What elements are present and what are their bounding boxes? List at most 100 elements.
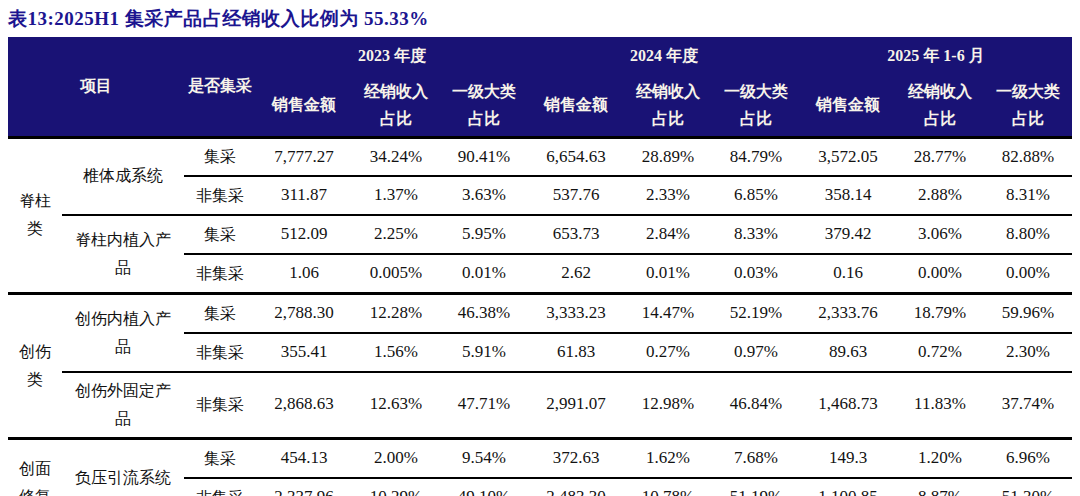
value-cell: 12.28% [352,294,440,333]
value-cell: 2.30% [984,333,1072,372]
value-cell: 0.00% [984,254,1072,293]
value-cell: 11.83% [896,372,984,439]
table-row: 脊柱类 椎体成系统 集采 7,777.27 34.24% 90.41% 6,65… [8,137,1072,176]
value-cell: 47.71% [440,372,528,439]
value-cell: 2,991.07 [528,372,624,439]
value-cell: 82.88% [984,137,1072,176]
table-title: 表13:2025H1 集采产品占经销收入比例为 55.33% [0,0,1080,37]
value-cell: 10.78% [624,478,712,496]
item-cell: 椎体成系统 [62,137,184,215]
value-cell: 5.95% [440,215,528,254]
value-cell: 1,468.73 [800,372,896,439]
value-cell: 0.01% [624,254,712,293]
header-sales-2023: 销售金额 [256,75,352,137]
value-cell: 49.10% [440,478,528,496]
value-cell: 2,337.96 [256,478,352,496]
value-cell: 8.87% [896,478,984,496]
value-cell: 6,654.63 [528,137,624,176]
header-year-2023: 2023 年度 [256,37,528,75]
value-cell: 653.73 [528,215,624,254]
value-cell: 0.01% [440,254,528,293]
value-cell: 2,333.76 [800,294,896,333]
table-body: 脊柱类 椎体成系统 集采 7,777.27 34.24% 90.41% 6,65… [8,137,1072,496]
value-cell: 3,333.23 [528,294,624,333]
value-cell: 2.84% [624,215,712,254]
value-cell: 9.54% [440,438,528,477]
report-page: 表13:2025H1 集采产品占经销收入比例为 55.33% 项目 是否集采 2… [0,0,1080,496]
value-cell: 1.62% [624,438,712,477]
header-sales-2024: 销售金额 [528,75,624,137]
item-cell: 创伤内植入产品 [62,294,184,372]
procurement-revenue-table: 项目 是否集采 2023 年度 2024 年度 2025 年 1-6 月 销售金… [8,37,1072,496]
jicai-cell: 集采 [184,137,256,176]
value-cell: 355.41 [256,333,352,372]
value-cell: 6.96% [984,438,1072,477]
value-cell: 1.37% [352,176,440,215]
table-row: 创面修复类 负压引流系统 集采 454.13 2.00% 9.54% 372.6… [8,438,1072,477]
value-cell: 3.63% [440,176,528,215]
value-cell: 46.84% [712,372,800,439]
value-cell: 12.63% [352,372,440,439]
category-cell: 创伤类 [8,294,62,439]
value-cell: 84.79% [712,137,800,176]
header-dist-share-2024: 经销收入占比 [624,75,712,137]
value-cell: 0.16 [800,254,896,293]
value-cell: 0.005% [352,254,440,293]
value-cell: 2,868.63 [256,372,352,439]
value-cell: 379.42 [800,215,896,254]
value-cell: 51.19% [712,478,800,496]
value-cell: 149.3 [800,438,896,477]
value-cell: 0.97% [712,333,800,372]
jicai-cell: 非集采 [184,478,256,496]
value-cell: 89.63 [800,333,896,372]
header-cat-share-2023: 一级大类占比 [440,75,528,137]
value-cell: 34.24% [352,137,440,176]
value-cell: 3.06% [896,215,984,254]
jicai-cell: 集采 [184,294,256,333]
table-row: 创伤类 创伤内植入产品 集采 2,788.30 12.28% 46.38% 3,… [8,294,1072,333]
value-cell: 59.96% [984,294,1072,333]
item-cell: 创伤外固定产品 [62,372,184,439]
value-cell: 28.89% [624,137,712,176]
value-cell: 512.09 [256,215,352,254]
value-cell: 46.38% [440,294,528,333]
value-cell: 0.00% [896,254,984,293]
jicai-cell: 非集采 [184,333,256,372]
category-cell: 脊柱类 [8,137,62,294]
value-cell: 2.25% [352,215,440,254]
value-cell: 61.83 [528,333,624,372]
table-row: 脊柱内植入产品 集采 512.09 2.25% 5.95% 653.73 2.8… [8,215,1072,254]
value-cell: 372.63 [528,438,624,477]
header-sales-2025: 销售金额 [800,75,896,137]
value-cell: 2.62 [528,254,624,293]
jicai-cell: 集采 [184,215,256,254]
value-cell: 8.80% [984,215,1072,254]
jicai-cell: 非集采 [184,254,256,293]
value-cell: 537.76 [528,176,624,215]
value-cell: 0.27% [624,333,712,372]
value-cell: 2.88% [896,176,984,215]
value-cell: 0.03% [712,254,800,293]
header-jicai: 是否集采 [184,37,256,137]
header-dist-share-2025: 经销收入占比 [896,75,984,137]
value-cell: 7,777.27 [256,137,352,176]
header-year-2024: 2024 年度 [528,37,800,75]
header-cat-share-2024: 一级大类占比 [712,75,800,137]
value-cell: 90.41% [440,137,528,176]
value-cell: 2,788.30 [256,294,352,333]
value-cell: 1.20% [896,438,984,477]
table-row: 创伤外固定产品 非集采 2,868.63 12.63% 47.71% 2,991… [8,372,1072,439]
value-cell: 52.19% [712,294,800,333]
header-cat-share-2025: 一级大类占比 [984,75,1072,137]
value-cell: 1.06 [256,254,352,293]
value-cell: 8.33% [712,215,800,254]
value-cell: 18.79% [896,294,984,333]
value-cell: 1.56% [352,333,440,372]
value-cell: 358.14 [800,176,896,215]
value-cell: 6.85% [712,176,800,215]
value-cell: 1,100.85 [800,478,896,496]
value-cell: 2.00% [352,438,440,477]
value-cell: 0.72% [896,333,984,372]
value-cell: 51.30% [984,478,1072,496]
value-cell: 28.77% [896,137,984,176]
